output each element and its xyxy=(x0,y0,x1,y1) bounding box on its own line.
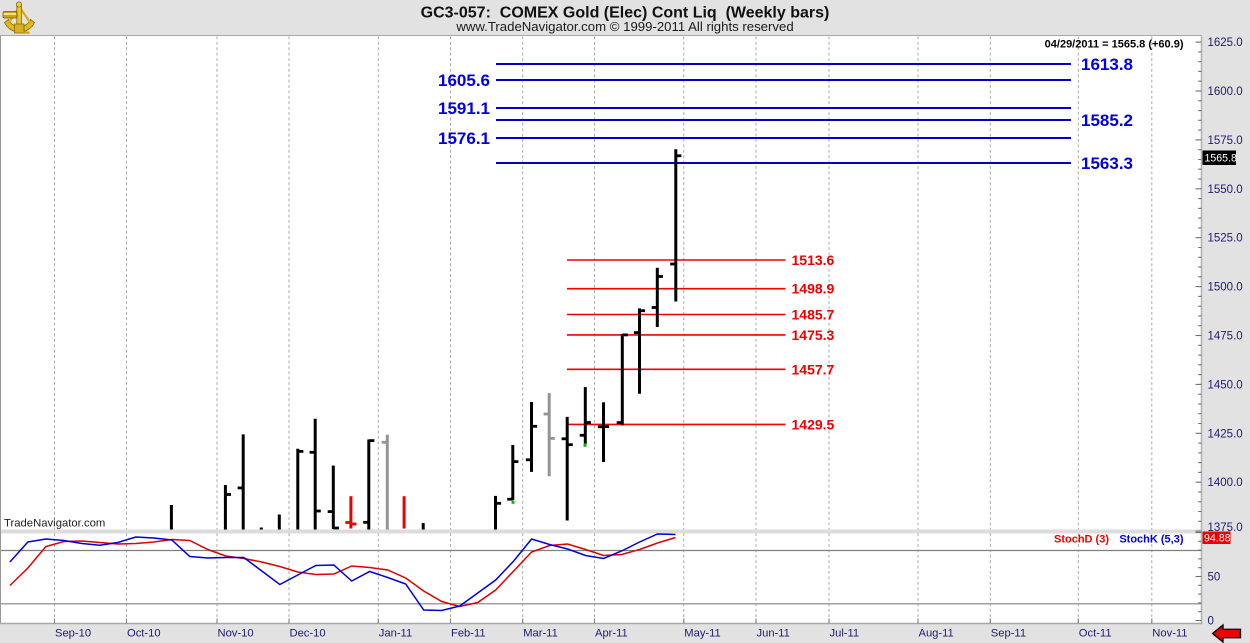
svg-text:1525.0: 1525.0 xyxy=(1208,233,1243,245)
svg-text:Oct-11: Oct-11 xyxy=(1079,628,1112,640)
svg-text:1485.7: 1485.7 xyxy=(792,307,835,323)
svg-text:1625.0: 1625.0 xyxy=(1208,37,1243,49)
svg-text:1375.0: 1375.0 xyxy=(1208,522,1243,534)
svg-text:1613.8: 1613.8 xyxy=(1081,55,1133,74)
svg-text:1605.6: 1605.6 xyxy=(438,71,490,90)
svg-text:1457.7: 1457.7 xyxy=(792,361,835,377)
svg-text:May-11: May-11 xyxy=(684,628,720,640)
svg-text:StochD (3): StochD (3) xyxy=(1054,534,1109,546)
svg-text:Jan-11: Jan-11 xyxy=(379,628,412,640)
svg-text:1475.3: 1475.3 xyxy=(792,327,835,343)
svg-text:Feb-11: Feb-11 xyxy=(451,628,486,640)
svg-text:Sep-11: Sep-11 xyxy=(991,628,1026,640)
svg-text:Aug-11: Aug-11 xyxy=(919,628,954,640)
svg-text:Mar-11: Mar-11 xyxy=(523,628,558,640)
svg-text:1475.0: 1475.0 xyxy=(1208,331,1243,343)
svg-text:1585.2: 1585.2 xyxy=(1081,111,1133,130)
svg-text:Oct-10: Oct-10 xyxy=(127,628,161,640)
svg-text:Apr-11: Apr-11 xyxy=(595,628,628,640)
svg-text:GC3-057: COMEX Gold (Elec) Co: GC3-057: COMEX Gold (Elec) Cont Liq (Wee… xyxy=(421,5,830,22)
svg-text:50: 50 xyxy=(1208,572,1221,584)
svg-text:1498.9: 1498.9 xyxy=(792,281,835,297)
svg-text:1563.3: 1563.3 xyxy=(1081,154,1133,173)
svg-text:1450.0: 1450.0 xyxy=(1208,379,1243,391)
svg-text:94.88: 94.88 xyxy=(1204,533,1231,545)
svg-text:1565.8: 1565.8 xyxy=(1205,153,1238,165)
svg-text:Sep-10: Sep-10 xyxy=(55,628,91,640)
svg-text:Nov-11: Nov-11 xyxy=(1152,628,1187,640)
svg-text:www.TradeNavigator.com © 1999-: www.TradeNavigator.com © 1999-2011 All r… xyxy=(455,19,793,34)
svg-text:Jul-11: Jul-11 xyxy=(830,628,860,640)
svg-text:1591.1: 1591.1 xyxy=(438,99,490,118)
svg-text:1575.0: 1575.0 xyxy=(1208,135,1243,147)
svg-text:1425.0: 1425.0 xyxy=(1208,428,1243,440)
svg-text:0: 0 xyxy=(1208,616,1214,628)
svg-text:1576.1: 1576.1 xyxy=(438,129,490,148)
svg-text:StochK (5,3): StochK (5,3) xyxy=(1119,534,1184,546)
svg-text:TradeNavigator.com: TradeNavigator.com xyxy=(4,518,105,530)
svg-text:Nov-10: Nov-10 xyxy=(218,628,254,640)
svg-text:1500.0: 1500.0 xyxy=(1208,282,1243,294)
svg-text:Jun-11: Jun-11 xyxy=(757,628,790,640)
svg-text:04/29/2011 = 1565.8 (+60.9): 04/29/2011 = 1565.8 (+60.9) xyxy=(1045,39,1184,51)
svg-text:1513.6: 1513.6 xyxy=(792,252,835,268)
svg-text:1429.5: 1429.5 xyxy=(792,416,835,432)
svg-text:1600.0: 1600.0 xyxy=(1208,86,1243,98)
svg-text:1550.0: 1550.0 xyxy=(1208,184,1243,196)
svg-text:1400.0: 1400.0 xyxy=(1208,477,1243,489)
svg-text:Dec-10: Dec-10 xyxy=(290,628,326,640)
